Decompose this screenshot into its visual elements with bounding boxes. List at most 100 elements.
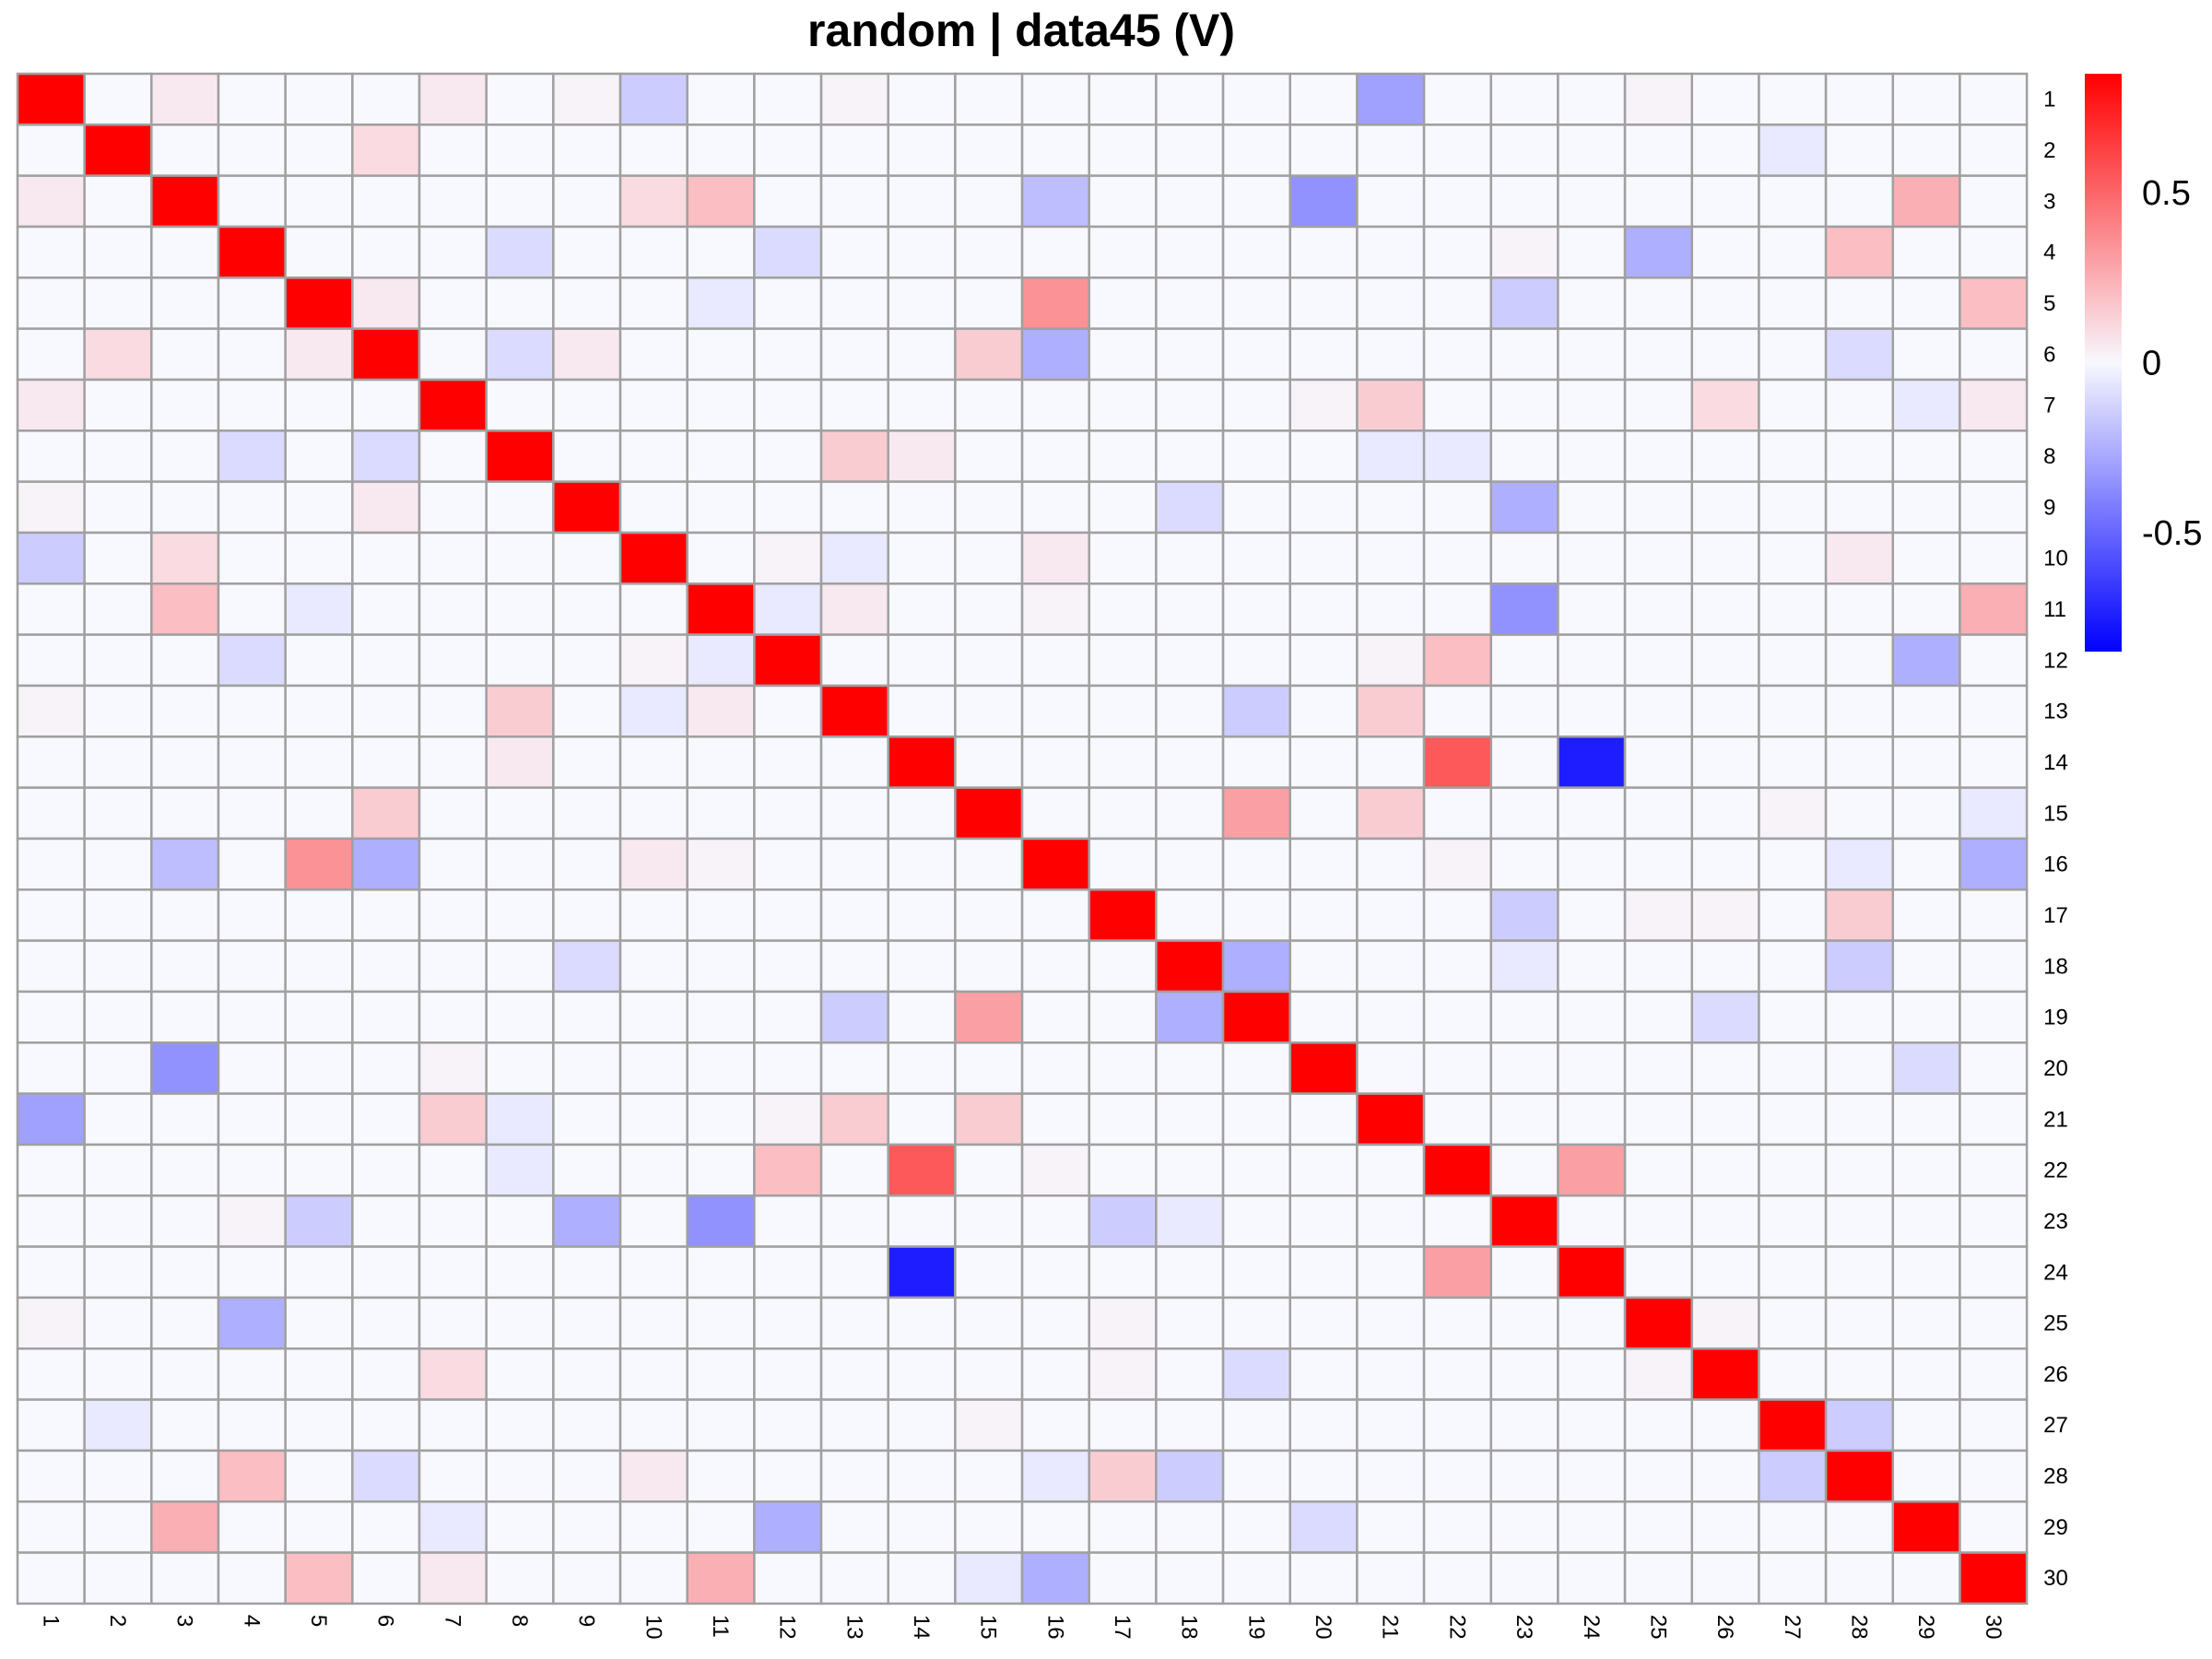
heatmap-cell — [887, 939, 957, 994]
heatmap-cell — [351, 633, 421, 688]
column-label: 12 — [775, 1615, 800, 1640]
heatmap-cell — [150, 837, 220, 891]
heatmap-cell — [150, 327, 220, 382]
heatmap-cell — [83, 582, 153, 636]
heatmap-cell — [1356, 378, 1426, 432]
heatmap-cell — [217, 735, 287, 789]
heatmap-cell — [618, 480, 688, 535]
heatmap-cell — [1891, 1041, 1961, 1095]
heatmap-cell — [1088, 1398, 1158, 1453]
heatmap-cell — [954, 939, 1024, 994]
heatmap-cell — [1356, 837, 1426, 891]
heatmap-cell — [1557, 888, 1627, 942]
heatmap-cell — [753, 378, 823, 432]
heatmap-cell — [1088, 735, 1158, 789]
heatmap-cell — [1824, 1041, 1895, 1095]
heatmap-cell — [1824, 1551, 1895, 1606]
heatmap-cell — [686, 684, 756, 738]
heatmap-cell — [1959, 1500, 2029, 1554]
heatmap-cell — [954, 1449, 1024, 1503]
heatmap-cell — [418, 1194, 488, 1248]
heatmap-cell — [1758, 531, 1828, 585]
heatmap-cell — [618, 837, 688, 891]
heatmap-cell — [1020, 1347, 1090, 1401]
heatmap-cell — [351, 327, 421, 382]
heatmap-cell — [819, 276, 889, 330]
heatmap-cell — [217, 1551, 287, 1606]
heatmap-cell — [1959, 1296, 2029, 1350]
heatmap-cell — [418, 633, 488, 688]
heatmap-cell — [1557, 939, 1627, 994]
heatmap-cell — [1356, 888, 1426, 942]
heatmap-cell — [1356, 1449, 1426, 1503]
heatmap-cell — [485, 1551, 555, 1606]
heatmap-cell — [1356, 633, 1426, 688]
heatmap-cell — [83, 1041, 153, 1095]
heatmap-cell — [1221, 582, 1291, 636]
heatmap-cell — [1155, 888, 1225, 942]
heatmap-cell — [1288, 1347, 1359, 1401]
heatmap-cell — [418, 174, 488, 229]
heatmap-cell — [1489, 225, 1559, 279]
heatmap-cells — [16, 72, 2029, 1606]
heatmap-cell — [1020, 1194, 1090, 1248]
heatmap-cell — [1758, 72, 1828, 126]
heatmap-cell — [150, 1296, 220, 1350]
heatmap-cell — [1557, 1398, 1627, 1453]
heatmap-cell — [1288, 1143, 1359, 1197]
heatmap-cell — [485, 1449, 555, 1503]
heatmap-cell — [954, 582, 1024, 636]
heatmap-cell — [1489, 1347, 1559, 1401]
heatmap-cell — [1959, 378, 2029, 432]
heatmap-cell — [1891, 327, 1961, 382]
heatmap-cell — [1489, 378, 1559, 432]
heatmap-cell — [284, 1551, 354, 1606]
heatmap-cell — [1758, 990, 1828, 1044]
column-label: 10 — [641, 1615, 665, 1640]
heatmap-cell — [16, 582, 86, 636]
heatmap-cell — [954, 531, 1024, 585]
heatmap-cell — [485, 1398, 555, 1453]
heatmap-cell — [686, 582, 756, 636]
column-label: 3 — [172, 1615, 197, 1627]
heatmap-cell — [16, 1449, 86, 1503]
heatmap-cell — [1959, 684, 2029, 738]
heatmap-cell — [1088, 1194, 1158, 1248]
heatmap-cell — [618, 990, 688, 1044]
heatmap-cell — [819, 582, 889, 636]
heatmap-cell — [1422, 1449, 1492, 1503]
heatmap-cell — [83, 1245, 153, 1300]
heatmap-cell — [485, 531, 555, 585]
heatmap-cell — [284, 990, 354, 1044]
heatmap-cell — [83, 684, 153, 738]
heatmap-cell — [1221, 633, 1291, 688]
heatmap-cell — [83, 990, 153, 1044]
heatmap-cell — [217, 1500, 287, 1554]
heatmap-cell — [753, 1551, 823, 1606]
heatmap-cell — [1422, 1347, 1492, 1401]
heatmap-cell — [1690, 480, 1760, 535]
heatmap-cell — [1489, 1500, 1559, 1554]
heatmap-cell — [1422, 888, 1492, 942]
row-label: 6 — [2043, 342, 2055, 367]
heatmap-cell — [351, 531, 421, 585]
heatmap-cell — [351, 1347, 421, 1401]
heatmap-cell — [1824, 990, 1895, 1044]
heatmap-cell — [1690, 633, 1760, 688]
heatmap-cell — [1959, 72, 2029, 126]
heatmap-cell — [686, 837, 756, 891]
heatmap-cell — [1557, 378, 1627, 432]
heatmap-cell — [1088, 1143, 1158, 1197]
heatmap-cell — [418, 1500, 488, 1554]
heatmap-cell — [753, 1041, 823, 1095]
column-label: 14 — [909, 1615, 934, 1640]
heatmap-cell — [819, 684, 889, 738]
heatmap-cell — [1088, 327, 1158, 382]
heatmap-cell — [1221, 1500, 1291, 1554]
heatmap-cell — [1690, 531, 1760, 585]
heatmap-cell — [1824, 786, 1895, 841]
heatmap-cell — [1489, 480, 1559, 535]
heatmap-cell — [887, 1245, 957, 1300]
heatmap-cell — [351, 1500, 421, 1554]
heatmap-cell — [753, 633, 823, 688]
